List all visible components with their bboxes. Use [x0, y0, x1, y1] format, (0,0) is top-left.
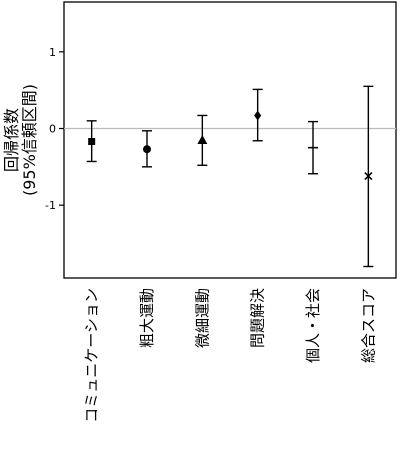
point-marker-diamond	[254, 110, 262, 121]
y-axis-label-line1: 回帰係数	[2, 108, 21, 172]
x-tick-label: コミュニケーション	[83, 288, 101, 423]
y-axis-label-line2: (95%信頼区間)	[20, 84, 39, 196]
y-tick-label: -1	[45, 199, 56, 212]
point-marker-triangle	[197, 135, 208, 144]
data-layer	[86, 85, 374, 268]
x-tick-label: 総合スコア	[359, 288, 377, 363]
x-tick-label: 微細運動	[193, 288, 211, 348]
y-tick-label: 0	[49, 123, 56, 136]
y-tick-label: 1	[49, 46, 56, 59]
x-tick-labels: コミュニケーション 粗大運動 微細運動 問題解決 個人・社会 総合スコア	[83, 288, 378, 423]
x-tick-label: 粗大運動	[138, 288, 156, 348]
x-tick-label: 個人・社会	[304, 288, 322, 363]
point-marker-circle	[143, 145, 151, 154]
point-marker-square	[88, 138, 96, 146]
x-tick-label: 問題解決	[249, 288, 267, 348]
point-marker-x	[364, 171, 373, 181]
y-axis: 1 0 -1	[45, 46, 64, 212]
plot-frame	[63, 1, 397, 279]
